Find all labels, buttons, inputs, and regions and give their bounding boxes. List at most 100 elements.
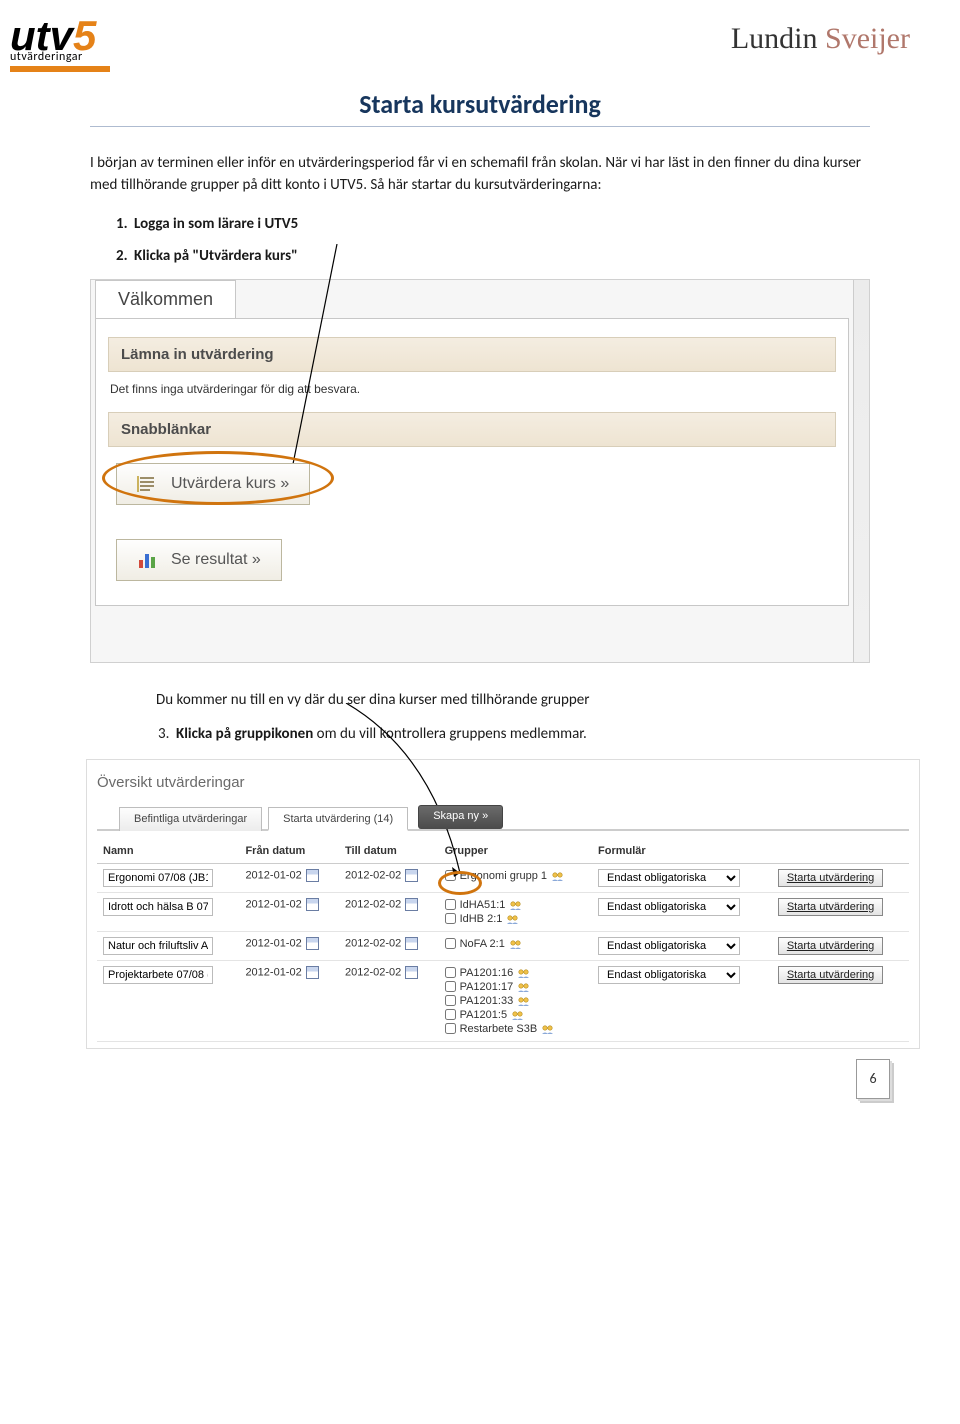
tab-starta-utvardering[interactable]: Starta utvärdering (14) (268, 807, 408, 831)
date-text: 2012-01-02 (245, 966, 301, 978)
from-date-cell: 2012-01-02 (239, 931, 339, 960)
to-date-cell: 2012-02-02 (339, 892, 439, 931)
group-label: PA1201:17 (460, 981, 514, 993)
group-checkbox[interactable] (445, 938, 456, 949)
group-checkbox[interactable] (445, 967, 456, 978)
formular-select[interactable]: Endast obligatoriska (598, 937, 740, 955)
group-checkbox[interactable] (445, 1009, 456, 1020)
step-3: 3.Klicka på gruppikonen om du vill kontr… (158, 725, 870, 743)
table-row: 2012-01-02 2012-02-02 Ergonomi grupp 1 Enda… (97, 863, 909, 892)
starta-utvardering-button[interactable]: Starta utvärdering (778, 966, 883, 984)
section-snabblankar: Snabblänkar (108, 412, 836, 447)
logo-utv5-subtext: utvärderingar (10, 50, 83, 64)
intro-paragraph: I början av terminen eller inför en utvä… (90, 153, 870, 197)
group-members-icon[interactable] (551, 871, 564, 881)
group-label: IdHB 2:1 (460, 913, 503, 925)
utvardera-kurs-button[interactable]: Utvärdera kurs » (116, 463, 310, 505)
date-text: 2012-02-02 (345, 869, 401, 881)
group-checkbox[interactable] (445, 870, 456, 881)
page-title: Starta kursutvärdering (90, 88, 870, 127)
group-label: PA1201:16 (460, 967, 514, 979)
col-fran: Från datum (239, 839, 339, 864)
group-members-icon[interactable] (509, 900, 522, 910)
calendar-icon[interactable] (306, 898, 319, 911)
group-members-icon[interactable] (511, 1010, 524, 1020)
calendar-icon[interactable] (306, 869, 319, 882)
se-resultat-label: Se resultat » (171, 551, 261, 569)
col-formular: Formulär (592, 839, 772, 864)
groups-cell: PA1201:16 PA1201:17 PA1201:33 PA1201:5Resta… (439, 960, 592, 1041)
se-resultat-button[interactable]: Se resultat » (116, 539, 282, 581)
group-members-icon[interactable] (509, 939, 522, 949)
table-row: 2012-01-022012-02-02NoFA 2:1Endast oblig… (97, 931, 909, 960)
oversikt-tabs: Befintliga utvärderingar Starta utvärder… (97, 805, 909, 831)
formular-select[interactable]: Endast obligatoriska (598, 898, 740, 916)
calendar-icon[interactable] (405, 966, 418, 979)
group-checkbox[interactable] (445, 913, 456, 924)
course-name-input[interactable] (103, 898, 213, 916)
col-grupper: Grupper (439, 839, 592, 864)
groups-cell: IdHA51:1 IdHB 2:1 (439, 892, 592, 931)
group-checkbox[interactable] (445, 899, 456, 910)
valkommen-panel: Lämna in utvärdering Det finns inga utvä… (95, 318, 849, 606)
group-checkbox[interactable] (445, 995, 456, 1006)
date-text: 2012-01-02 (245, 869, 301, 881)
no-evaluations-text: Det finns inga utvärderingar för dig att… (96, 382, 848, 412)
to-date-cell: 2012-02-02 (339, 863, 439, 892)
group-item: IdHA51:1 (445, 898, 586, 912)
starta-utvardering-button[interactable]: Starta utvärdering (778, 898, 883, 916)
group-label: PA1201:5 (460, 1009, 508, 1021)
scrollbar[interactable] (853, 280, 869, 662)
group-members-icon[interactable] (517, 982, 530, 992)
section-lamna-in: Lämna in utvärdering (108, 337, 836, 372)
document-body: Starta kursutvärdering I början av termi… (0, 78, 960, 743)
logo-utv5: utv5 utvärderingar (10, 12, 110, 72)
calendar-icon[interactable] (405, 937, 418, 950)
course-name-input[interactable] (103, 937, 213, 955)
group-members-icon[interactable] (506, 914, 519, 924)
screenshot-oversikt: Översikt utvärderingar Befintliga utvärd… (86, 759, 920, 1049)
steps-list-2: 3.Klicka på gruppikonen om du vill kontr… (90, 725, 870, 743)
group-label: IdHA51:1 (460, 899, 506, 911)
col-till: Till datum (339, 839, 439, 864)
mid-paragraph: Du kommer nu till en vy där du ser dina … (90, 691, 870, 709)
tab-valkommen[interactable]: Välkommen (95, 280, 236, 318)
calendar-icon[interactable] (405, 898, 418, 911)
to-date-cell: 2012-02-02 (339, 931, 439, 960)
list-lines-icon (137, 474, 159, 494)
table-row: 2012-01-022012-02-02 IdHA51:1 IdHB 2:1 Enda… (97, 892, 909, 931)
to-date-cell: 2012-02-02 (339, 960, 439, 1041)
group-checkbox[interactable] (445, 1023, 456, 1034)
step-1: 1.Logga in som lärare i UTV5 (116, 215, 870, 233)
logo-lundin-sveijer: Lundin Sveijer (731, 12, 910, 56)
skapa-ny-button[interactable]: Skapa ny » (418, 805, 503, 829)
group-label: PA1201:33 (460, 995, 514, 1007)
from-date-cell: 2012-01-02 (239, 960, 339, 1041)
group-item: Restarbete S3B (445, 1022, 586, 1036)
page-number-badge: 6 (856, 1059, 890, 1099)
course-name-input[interactable] (103, 869, 213, 887)
col-namn: Namn (97, 839, 239, 864)
starta-utvardering-button[interactable]: Starta utvärdering (778, 869, 883, 887)
group-members-icon[interactable] (517, 968, 530, 978)
oversikt-table: Namn Från datum Till datum Grupper Formu… (97, 839, 909, 1042)
calendar-icon[interactable] (405, 869, 418, 882)
group-item: Ergonomi grupp 1 (445, 869, 586, 883)
group-members-icon[interactable] (517, 996, 530, 1006)
from-date-cell: 2012-01-02 (239, 892, 339, 931)
calendar-icon[interactable] (306, 937, 319, 950)
group-checkbox[interactable] (445, 981, 456, 992)
calendar-icon[interactable] (306, 966, 319, 979)
group-item: PA1201:16 (445, 966, 586, 980)
table-header-row: Namn Från datum Till datum Grupper Formu… (97, 839, 909, 864)
formular-select[interactable]: Endast obligatoriska (598, 869, 740, 887)
oversikt-panel: Översikt utvärderingar Befintliga utvärd… (86, 759, 920, 1049)
bar-chart-icon (137, 550, 159, 570)
formular-select[interactable]: Endast obligatoriska (598, 966, 740, 984)
group-item: PA1201:5 (445, 1008, 586, 1022)
tab-befintliga[interactable]: Befintliga utvärderingar (119, 807, 262, 831)
starta-utvardering-button[interactable]: Starta utvärdering (778, 937, 883, 955)
date-text: 2012-02-02 (345, 966, 401, 978)
course-name-input[interactable] (103, 966, 213, 984)
group-members-icon[interactable] (541, 1024, 554, 1034)
